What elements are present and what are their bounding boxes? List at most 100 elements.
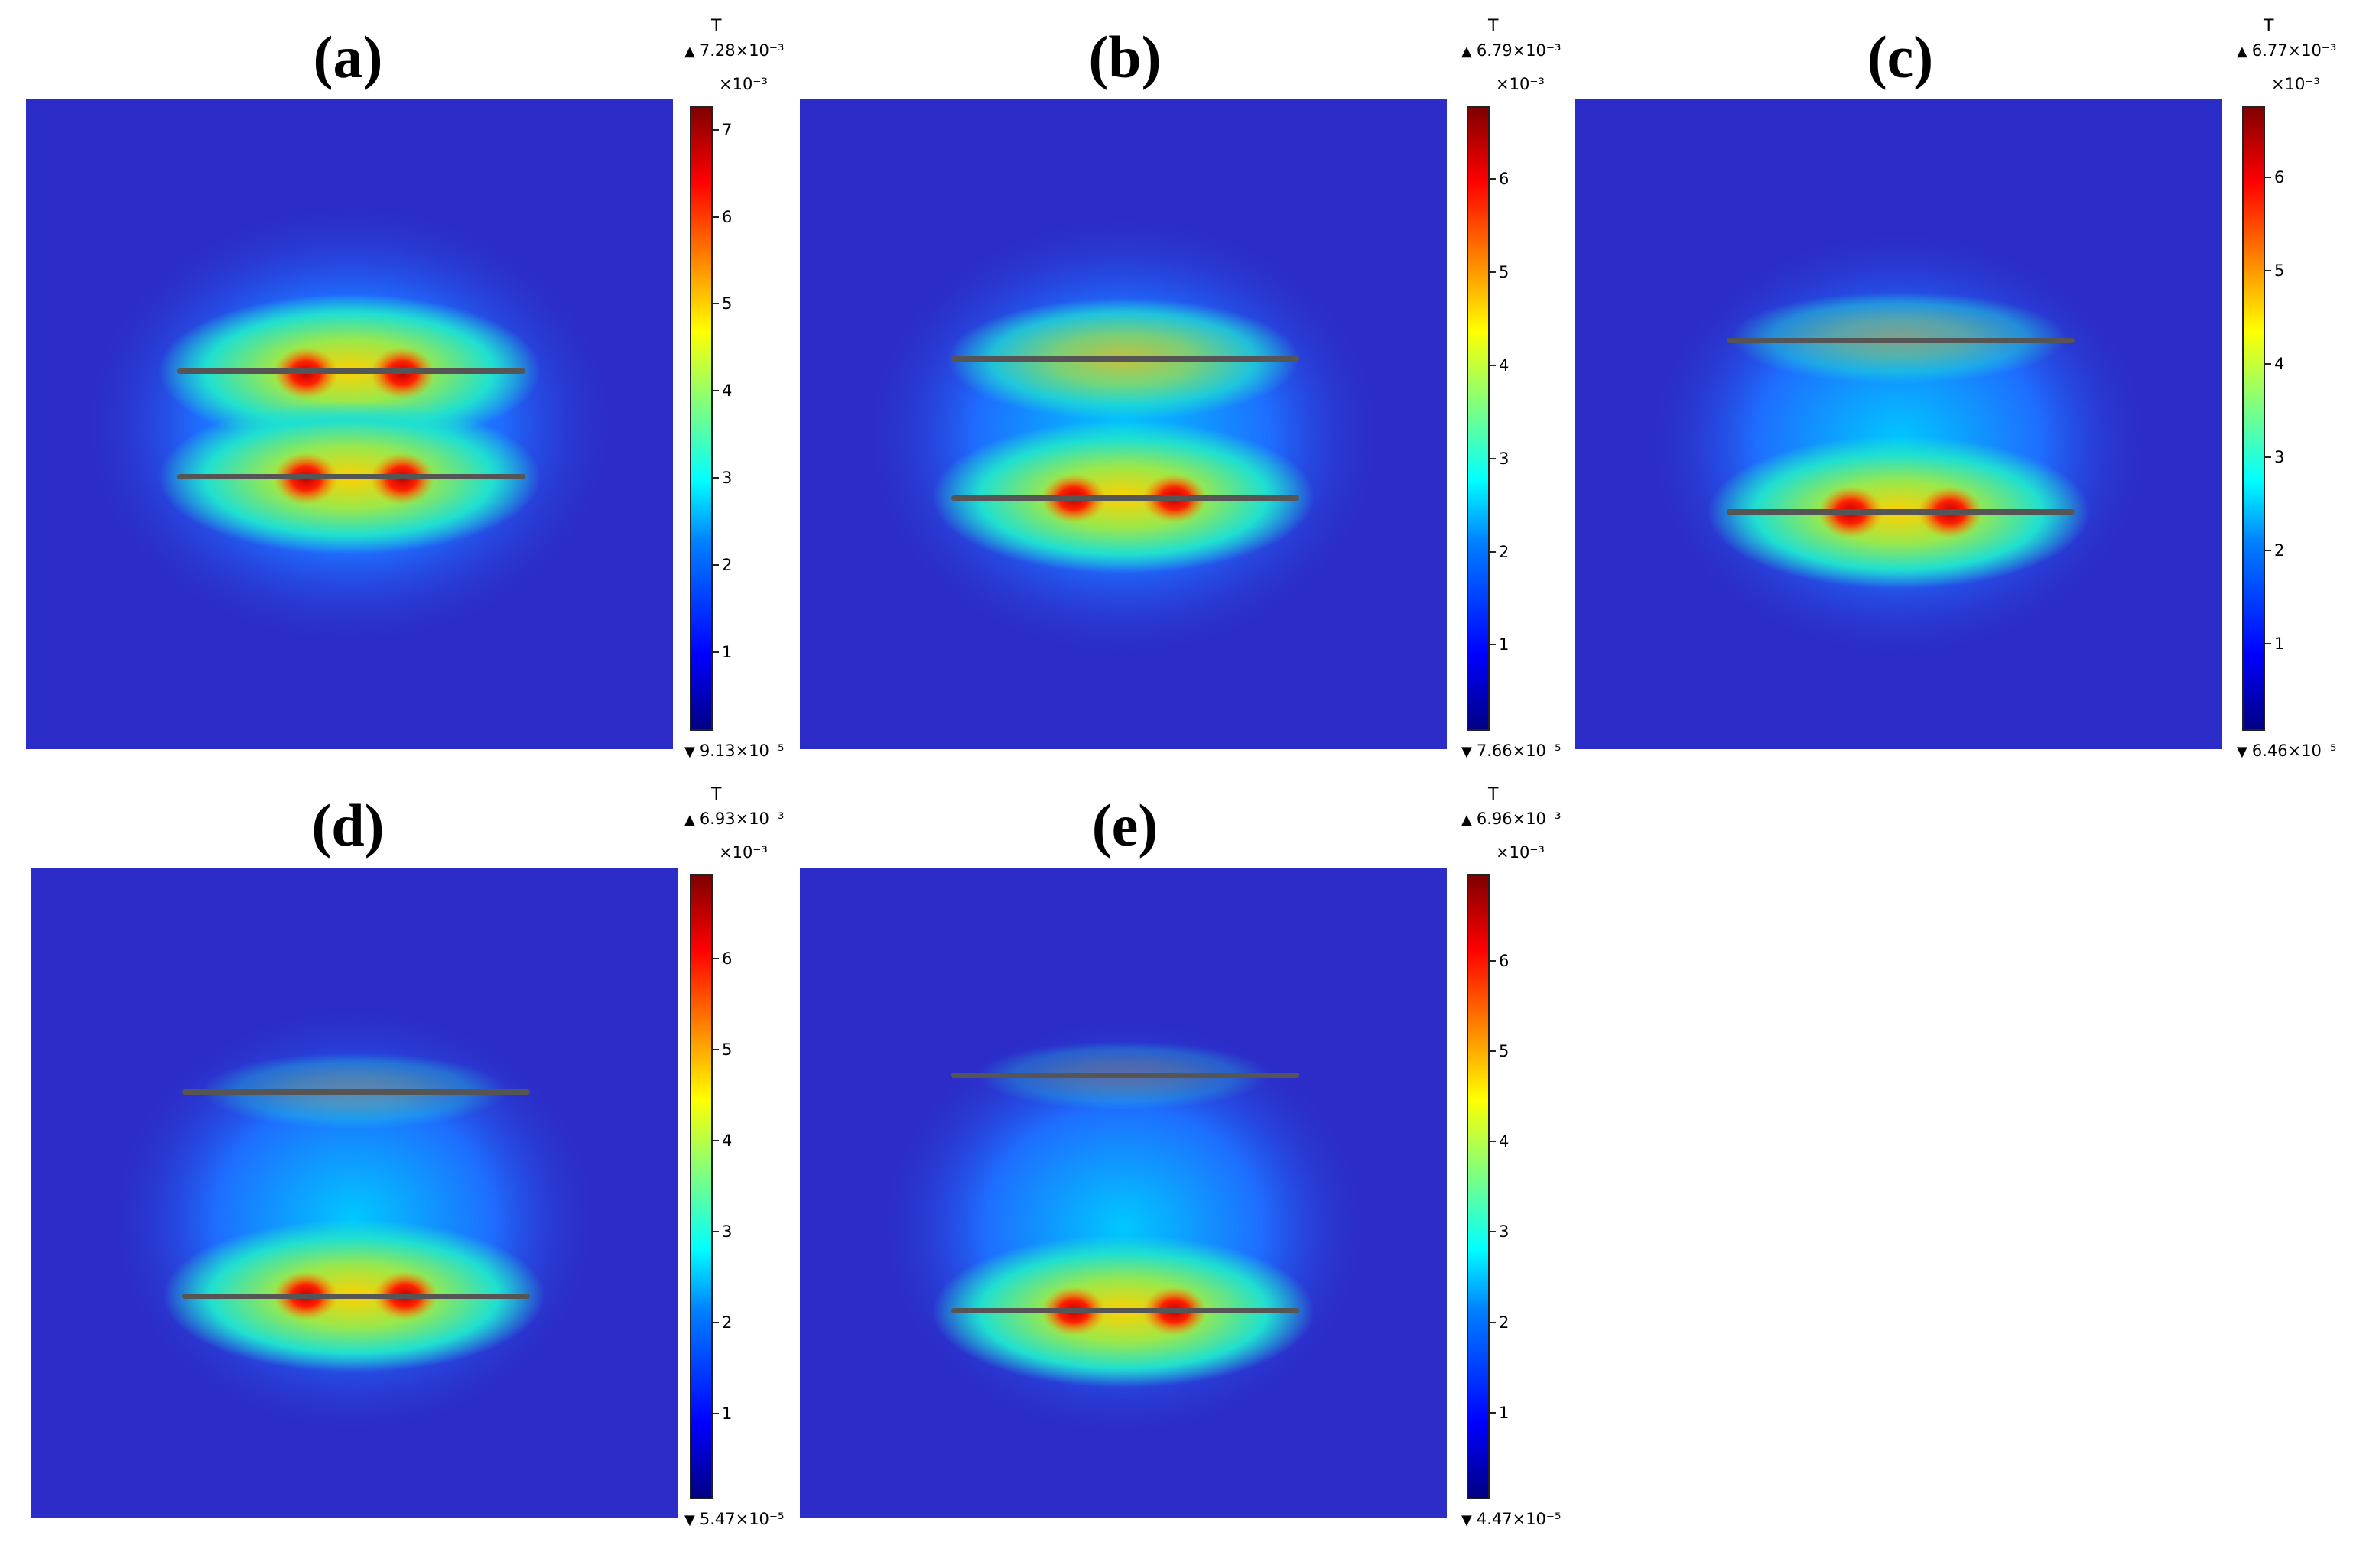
up-triangle-icon: ▲ <box>1461 812 1472 828</box>
colorbar-tick-label: 4 <box>722 381 733 401</box>
colorbar-tick-label: 2 <box>722 555 733 574</box>
colorbar-min: ▼ 5.47×10⁻⁵ <box>684 1510 785 1528</box>
colorbar-tick-label: 2 <box>2274 541 2285 560</box>
colorbar-tick-label: 3 <box>1499 1222 1510 1242</box>
up-triangle-icon: ▲ <box>684 812 695 828</box>
colorbar-tick <box>1490 364 1496 366</box>
colorbar-scale: ×10⁻³ <box>719 75 768 93</box>
panel-b: (b) T ▲ 6.79×10⁻³ ×10⁻³ ▼ 7.66×10⁻⁵ 1 2 3 4 5 6 <box>800 17 1641 787</box>
colorbar-tick <box>1490 644 1496 646</box>
panel-label: (a) <box>313 24 383 90</box>
colorbar-tick-label: 2 <box>1499 542 1510 561</box>
colorbar-tick-label: 1 <box>2274 634 2285 653</box>
colorbar-unit: T <box>1488 17 1499 36</box>
down-triangle-icon: ▼ <box>1461 744 1472 760</box>
colorbar-tick <box>713 216 719 218</box>
lower-conductor <box>177 474 525 479</box>
lower-conductor <box>951 495 1299 501</box>
colorbar-tick-label: 5 <box>722 294 733 313</box>
colorbar-tick <box>1490 959 1496 962</box>
colorbar-unit: T <box>711 17 722 36</box>
upper-conductor <box>951 1073 1299 1078</box>
panel-label: (d) <box>311 792 385 859</box>
colorbar-tick-label: 1 <box>1499 635 1510 654</box>
field-plot <box>1575 99 2222 749</box>
colorbar-scale: ×10⁻³ <box>1496 843 1545 862</box>
colorbar-tick-label: 1 <box>722 1404 733 1423</box>
colorbar-tick-label: 6 <box>1499 951 1510 970</box>
colorbar-tick <box>713 390 719 392</box>
colorbar-tick <box>1490 1411 1496 1414</box>
field-plot <box>800 99 1447 749</box>
colorbar-tick-label: 3 <box>722 469 733 488</box>
colorbar-scale: ×10⁻³ <box>2271 75 2320 93</box>
colorbar-tick <box>713 1321 719 1323</box>
colorbar-tick <box>713 563 719 566</box>
colorbar-tick <box>713 1139 719 1141</box>
colorbar <box>2242 106 2265 731</box>
colorbar-tick <box>713 957 719 959</box>
upper-conductor <box>951 356 1299 362</box>
down-triangle-icon: ▼ <box>1461 1512 1472 1528</box>
colorbar-max: ▲ 7.28×10⁻³ <box>684 41 785 60</box>
colorbar-tick-label: 4 <box>1499 1132 1510 1151</box>
field-heatmap <box>800 99 1447 749</box>
colorbar-tick-label: 3 <box>722 1222 733 1241</box>
colorbar-min: ▼ 6.46×10⁻⁵ <box>2237 742 2337 760</box>
colorbar-tick <box>1490 1231 1496 1233</box>
colorbar-tick-label: 2 <box>1499 1313 1510 1332</box>
colorbar-tick <box>713 1412 719 1414</box>
upper-conductor <box>177 368 525 374</box>
colorbar-max: ▲ 6.79×10⁻³ <box>1461 41 1562 60</box>
colorbar-unit: T <box>2264 17 2274 36</box>
colorbar-min: ▼ 7.66×10⁻⁵ <box>1461 742 1562 760</box>
colorbar <box>690 106 713 731</box>
colorbar-tick-label: 4 <box>1499 355 1510 375</box>
field-heatmap <box>800 868 1447 1518</box>
panel-e: (e) T ▲ 6.96×10⁻³ ×10⁻³ ▼ 4.47×10⁻⁵ 1 2 3 4 5 6 <box>800 785 1641 1556</box>
down-triangle-icon: ▼ <box>684 1512 695 1528</box>
colorbar-unit: T <box>1488 785 1499 804</box>
colorbar-max: ▲ 6.77×10⁻³ <box>2237 41 2337 60</box>
colorbar-max: ▲ 6.93×10⁻³ <box>684 810 785 828</box>
field-plot <box>26 99 673 749</box>
colorbar-tick <box>1490 550 1496 553</box>
panel-c: (c) T ▲ 6.77×10⁻³ ×10⁻³ ▼ 6.46×10⁻⁵ 1 2 3 4 5 6 <box>1575 17 2353 787</box>
colorbar-tick-label: 3 <box>1499 449 1510 468</box>
colorbar-tick <box>1490 1050 1496 1052</box>
panel-label: (c) <box>1867 24 1934 90</box>
colorbar-tick <box>1490 178 1496 180</box>
colorbar-tick <box>2265 549 2271 551</box>
colorbar-tick-label: 5 <box>722 1040 733 1059</box>
colorbar-scale: ×10⁻³ <box>719 843 768 862</box>
colorbar-tick-label: 6 <box>722 949 733 968</box>
panel-label: (e) <box>1091 792 1159 859</box>
colorbar-tick <box>2265 362 2271 365</box>
colorbar-tick-label: 7 <box>722 120 733 139</box>
colorbar <box>690 874 713 1499</box>
colorbar-tick <box>713 303 719 305</box>
colorbar-tick <box>2265 176 2271 178</box>
colorbar-tick-label: 4 <box>2274 354 2285 373</box>
colorbar-tick-label: 2 <box>722 1313 733 1332</box>
colorbar <box>1467 106 1490 731</box>
colorbar-min: ▼ 4.47×10⁻⁵ <box>1461 1510 1562 1528</box>
field-plot <box>31 868 678 1518</box>
upper-conductor <box>182 1089 530 1095</box>
colorbar-max: ▲ 6.96×10⁻³ <box>1461 810 1562 828</box>
colorbar <box>1467 874 1490 1499</box>
colorbar-tick-label: 5 <box>2274 261 2285 280</box>
colorbar-tick-label: 6 <box>722 207 733 226</box>
colorbar-tick <box>1490 271 1496 274</box>
colorbar-tick <box>713 651 719 653</box>
colorbar-tick-label: 4 <box>722 1131 733 1150</box>
colorbar-scale: ×10⁻³ <box>1496 75 1545 93</box>
colorbar-tick-label: 6 <box>1499 170 1510 189</box>
lower-conductor <box>951 1308 1299 1313</box>
field-heatmap <box>1575 99 2222 749</box>
up-triangle-icon: ▲ <box>684 44 695 60</box>
colorbar-tick <box>713 1230 719 1232</box>
lower-conductor <box>182 1294 530 1299</box>
colorbar-tick-label: 5 <box>1499 1041 1510 1060</box>
colorbar-tick <box>713 477 719 479</box>
